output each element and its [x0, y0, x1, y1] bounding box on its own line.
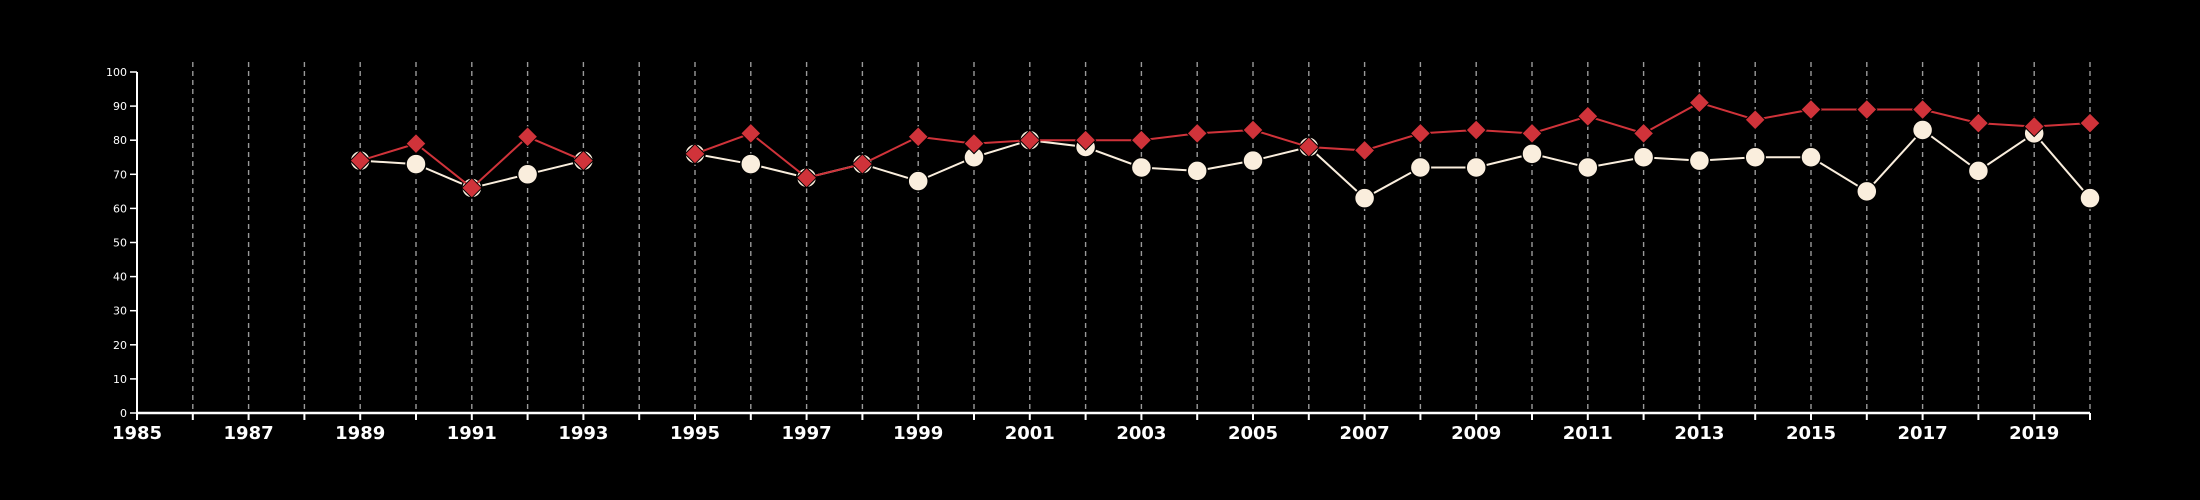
point-circle-1996 — [740, 153, 762, 175]
point-diamond-1999 — [907, 126, 929, 148]
point-circle-2014 — [1744, 146, 1766, 168]
point-circle-1999 — [907, 170, 929, 192]
x-tick-label-2007: 2007 — [1340, 423, 1390, 444]
point-circle-2004 — [1186, 160, 1208, 182]
x-tick-label-2011: 2011 — [1563, 423, 1613, 444]
point-diamond-2004 — [1186, 122, 1208, 145]
point-circle-2016 — [1856, 180, 1878, 203]
point-circle-2020 — [2079, 187, 2101, 209]
grid-lines — [192, 62, 2091, 413]
point-circle-1990 — [405, 153, 427, 175]
point-diamond-2001 — [1019, 129, 1041, 151]
y-tick-label-20: 20 — [113, 339, 127, 352]
x-tick-label-1987: 1987 — [224, 423, 274, 444]
point-diamond-2016 — [1856, 98, 1878, 121]
point-diamond-2007 — [1353, 139, 1376, 162]
x-tick-label-2001: 2001 — [1005, 423, 1055, 444]
point-diamond-1998 — [851, 153, 874, 175]
point-circle-1992 — [516, 163, 539, 186]
point-circle-2005 — [1242, 149, 1264, 172]
point-diamond-2003 — [1130, 129, 1153, 151]
x-tick-label-2009: 2009 — [1451, 423, 1501, 444]
point-diamond-1991 — [461, 177, 483, 199]
point-diamond-1996 — [740, 122, 762, 145]
point-diamond-1992 — [516, 126, 539, 148]
point-diamond-2000 — [963, 132, 985, 155]
point-diamond-2020 — [2079, 112, 2101, 134]
point-diamond-2012 — [1632, 122, 1655, 145]
point-diamond-1995 — [684, 143, 706, 165]
point-circle-2003 — [1130, 156, 1153, 179]
y-tick-label-10: 10 — [113, 373, 127, 386]
point-diamond-2010 — [1521, 122, 1543, 145]
point-circle-2013 — [1688, 149, 1711, 172]
point-diamond-2018 — [1967, 112, 1990, 134]
y-tick-label-50: 50 — [113, 237, 127, 250]
y-tick-label-30: 30 — [113, 305, 127, 318]
point-diamond-1993 — [572, 149, 595, 172]
point-diamond-2011 — [1577, 105, 1599, 128]
y-tick-label-100: 100 — [106, 66, 127, 79]
series-diamond — [349, 91, 2101, 199]
x-tick-label-1991: 1991 — [447, 423, 497, 444]
point-circle-2018 — [1967, 160, 1990, 182]
point-diamond-2014 — [1744, 109, 1766, 131]
point-diamond-2013 — [1688, 91, 1711, 114]
x-tick-label-1997: 1997 — [782, 423, 832, 444]
point-diamond-2019 — [2023, 115, 2045, 138]
point-diamond-2002 — [1074, 129, 1097, 151]
point-diamond-2005 — [1242, 119, 1264, 141]
y-tick-label-40: 40 — [113, 271, 127, 284]
x-tick-label-2017: 2017 — [1898, 423, 1948, 444]
point-diamond-1990 — [405, 132, 427, 155]
x-tick-label-2013: 2013 — [1674, 423, 1724, 444]
point-diamond-2017 — [1911, 98, 1934, 121]
point-diamond-1989 — [349, 149, 371, 172]
point-diamond-2015 — [1800, 98, 1822, 121]
point-circle-2009 — [1465, 156, 1487, 179]
point-circle-2015 — [1800, 146, 1822, 168]
x-tick-label-1989: 1989 — [335, 423, 385, 444]
x-tick-label-2003: 2003 — [1116, 423, 1166, 444]
x-tick-label-2005: 2005 — [1228, 423, 1278, 444]
point-circle-2012 — [1632, 146, 1655, 168]
y-tick-label-90: 90 — [113, 100, 127, 113]
x-tick-label-1999: 1999 — [893, 423, 943, 444]
point-diamond-2008 — [1409, 122, 1432, 145]
point-diamond-1997 — [795, 167, 818, 189]
x-tick-label-2015: 2015 — [1786, 423, 1836, 444]
point-circle-2017 — [1911, 119, 1934, 141]
y-tick-label-0: 0 — [120, 407, 127, 420]
point-diamond-2009 — [1465, 119, 1487, 141]
point-circle-2007 — [1353, 187, 1376, 209]
point-circle-2010 — [1521, 143, 1543, 165]
x-tick-label-1993: 1993 — [558, 423, 608, 444]
x-tick-label-1985: 1985 — [112, 423, 162, 444]
axes: 0 10 20 30 40 50 60 70 80 90 100 1985 1987 1989 1991 19… — [106, 66, 2091, 444]
y-tick-label-80: 80 — [113, 134, 127, 147]
point-circle-2011 — [1577, 156, 1599, 179]
series-group — [349, 91, 2101, 209]
point-diamond-2006 — [1298, 136, 1320, 158]
x-tick-label-2019: 2019 — [2009, 423, 2059, 444]
point-circle-2008 — [1409, 156, 1432, 179]
y-tick-label-70: 70 — [113, 168, 127, 181]
y-tick-label-60: 60 — [113, 202, 127, 215]
x-tick-label-1995: 1995 — [670, 423, 720, 444]
